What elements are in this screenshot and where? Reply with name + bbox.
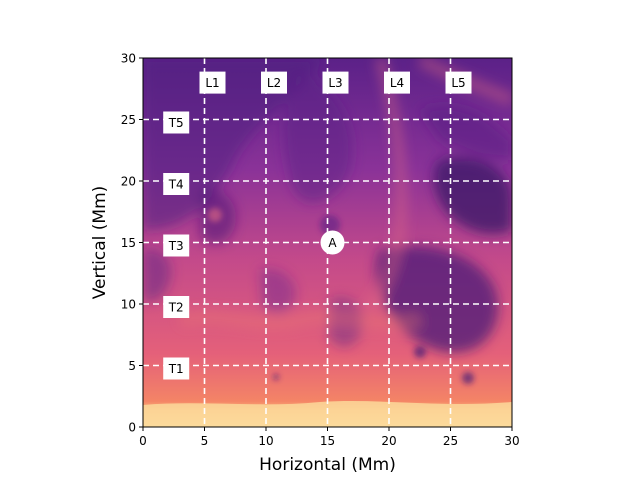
tag-label-t1: T1 [168,362,184,376]
tag-label-t4: T4 [168,178,184,192]
x-tick-label: 10 [258,434,273,448]
tag-box-l1 [199,71,226,94]
tag-box-l3 [322,71,349,94]
y-tick-label: 5 [128,359,136,373]
tag-label-l2: L2 [267,76,281,90]
tag-box-t4 [163,173,190,195]
x-axis-title: Horizontal (Mm) [259,455,396,475]
y-tick-label: 20 [121,175,136,189]
y-tick-label: 30 [121,52,136,66]
tag-box-l5 [445,71,472,94]
tag-box-t1 [163,357,190,380]
y-tick-label: 15 [121,236,136,250]
x-tick-label: 15 [320,434,335,448]
marker-circle [320,230,345,255]
marker-label: A [328,236,337,250]
tag-label-t3: T3 [168,239,184,253]
x-tick-label: 5 [201,434,209,448]
y-tick-label: 25 [121,113,136,127]
y-axis: 0 5 10 15 20 25 30 [121,52,143,435]
tag-label-t5: T5 [168,116,184,130]
tag-label-l4: L4 [390,76,404,90]
tag-label-l3: L3 [328,76,342,90]
tag-label-l1: L1 [205,76,219,90]
tag-box-t3 [163,234,190,257]
tag-box-t5 [163,111,190,134]
reference-lines [143,58,512,427]
x-tick-label: 20 [381,434,396,448]
x-tick-label: 30 [504,434,519,448]
tag-label-t2: T2 [168,301,184,315]
tag-label-l5: L5 [451,76,465,90]
x-tick-label: 25 [443,434,458,448]
tag-box-t2 [163,296,190,318]
y-tick-label: 0 [128,421,136,435]
y-axis-title: Vertical (Mm) [90,186,110,300]
x-axis: 0 5 10 15 20 25 30 [139,427,520,448]
tag-box-l2 [261,71,287,94]
line-labels: L1 L2 L3 L4 L5 T1 T2 T3 T4 T5 A [163,71,472,380]
y-tick-label: 10 [121,298,136,312]
x-tick-label: 0 [139,434,147,448]
tag-box-l4 [384,71,410,94]
